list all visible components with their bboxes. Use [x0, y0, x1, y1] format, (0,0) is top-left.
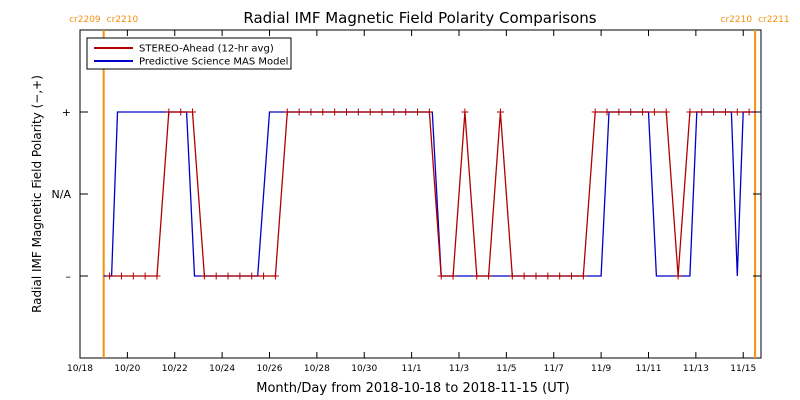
data-point-marker [354, 108, 362, 116]
data-point-marker [106, 272, 114, 280]
data-point-marker [129, 272, 137, 280]
data-point-marker [283, 108, 291, 116]
data-point-marker [295, 108, 303, 116]
series-line-mas-model [103, 111, 756, 277]
y-tick-label: – [66, 270, 72, 283]
data-point-marker [390, 108, 398, 116]
data-point-marker [650, 108, 658, 116]
data-point-marker [568, 272, 576, 280]
legend: STEREO-Ahead (12-hr avg) Predictive Scie… [86, 37, 292, 70]
data-point-marker [603, 108, 611, 116]
data-point-marker [615, 108, 623, 116]
x-tick-label: 11/7 [544, 364, 564, 374]
data-point-marker [449, 272, 457, 280]
x-axis: 10/18 10/20 10/22 10/24 10/26 10/28 10/30 11/1 1… [67, 30, 756, 374]
data-point-marker [177, 108, 185, 116]
data-point-marker [485, 272, 493, 280]
data-point-marker [710, 108, 718, 116]
y-axis-label: Radial IMF Magnetic Field Polarity (−,+) [30, 75, 44, 313]
legend-label-mas-model: Predictive Science MAS Model [139, 57, 288, 68]
data-point-marker [674, 272, 682, 280]
data-point-marker [733, 108, 741, 116]
data-point-marker [331, 108, 339, 116]
data-point-marker [461, 108, 469, 116]
x-tick-label: 11/1 [402, 364, 422, 374]
data-point-marker [307, 108, 315, 116]
x-tick-label: 10/20 [114, 364, 140, 374]
data-point-marker [437, 272, 445, 280]
data-point-marker [260, 272, 268, 280]
data-point-marker [189, 108, 197, 116]
data-point-marker [414, 108, 422, 116]
data-point-marker [117, 272, 125, 280]
data-point-marker [425, 108, 433, 116]
series-group [103, 108, 756, 280]
data-point-marker [236, 272, 244, 280]
data-point-marker [721, 108, 729, 116]
data-point-marker [224, 272, 232, 280]
y-tick-label: N/A [52, 188, 72, 201]
data-point-marker [473, 272, 481, 280]
x-tick-label: 11/5 [496, 364, 516, 374]
data-point-marker [639, 108, 647, 116]
x-tick-label: 10/24 [209, 364, 235, 374]
x-tick-label: 11/13 [683, 364, 709, 374]
carrington-label-before: cr2209 [69, 15, 101, 25]
data-point-marker [141, 272, 149, 280]
data-point-marker [212, 272, 220, 280]
data-point-marker [520, 272, 528, 280]
data-point-marker [544, 272, 552, 280]
x-tick-label: 10/22 [162, 364, 188, 374]
x-tick-label: 11/15 [730, 364, 756, 374]
data-point-marker [556, 272, 564, 280]
y-tick-label: + [62, 106, 71, 119]
data-point-marker [271, 272, 279, 280]
data-point-marker [508, 272, 516, 280]
carrington-label-after: cr2210 [107, 15, 139, 25]
x-tick-label: 11/3 [449, 364, 469, 374]
plot-frame [79, 29, 762, 359]
data-point-marker [698, 108, 706, 116]
carrington-label-before: cr2210 [721, 15, 753, 25]
x-tick-label: 11/11 [636, 364, 662, 374]
chart-title: Radial IMF Magnetic Field Polarity Compa… [243, 9, 596, 27]
data-point-marker [200, 272, 208, 280]
data-point-marker [579, 272, 587, 280]
data-point-marker [165, 108, 173, 116]
data-point-marker [248, 272, 256, 280]
data-point-marker [319, 108, 327, 116]
data-point-marker [662, 108, 670, 116]
carrington-label-after: cr2211 [758, 15, 790, 25]
x-tick-label: 10/18 [67, 364, 93, 374]
data-point-marker [496, 108, 504, 116]
series-line-stereo [109, 111, 750, 277]
data-point-marker [342, 108, 350, 116]
data-point-marker [686, 108, 694, 116]
data-point-marker [153, 272, 161, 280]
x-tick-label: 10/28 [304, 364, 330, 374]
data-point-marker [366, 108, 374, 116]
data-point-marker [627, 108, 635, 116]
legend-label-stereo: STEREO-Ahead (12-hr avg) [139, 44, 274, 55]
x-axis-label: Month/Day from 2018-10-18 to 2018-11-15 … [256, 381, 569, 396]
data-point-marker [402, 108, 410, 116]
data-point-marker [591, 108, 599, 116]
data-point-marker [532, 272, 540, 280]
x-tick-label: 10/26 [257, 364, 283, 374]
legend-box [86, 37, 292, 70]
data-point-marker [378, 108, 386, 116]
x-tick-label: 10/30 [351, 364, 377, 374]
x-tick-label: 11/9 [591, 364, 611, 374]
data-point-marker [745, 108, 753, 116]
